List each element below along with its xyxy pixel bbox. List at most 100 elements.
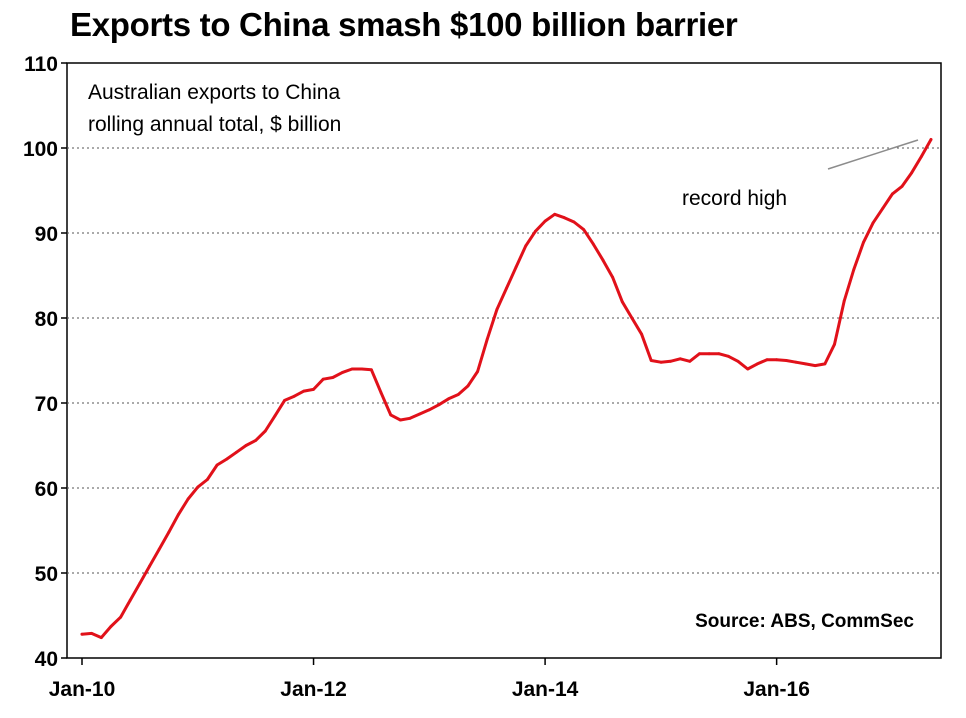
data-point-49 — [553, 212, 557, 216]
y-tick-label-90: 90 — [35, 223, 58, 246]
data-point-22 — [292, 394, 296, 398]
x-tick-label-Jan-16: Jan-16 — [743, 678, 810, 701]
data-point-86 — [910, 171, 914, 175]
data-point-83 — [881, 206, 885, 210]
chart-title: Exports to China smash $100 billion barr… — [70, 6, 738, 43]
plot-area — [66, 62, 942, 659]
data-point-19 — [263, 429, 267, 433]
data-point-62 — [678, 357, 682, 361]
annotation-record-high: record high — [682, 187, 787, 210]
data-point-79 — [842, 299, 846, 303]
data-point-0 — [80, 632, 84, 636]
data-point-21 — [283, 399, 286, 402]
data-point-37 — [437, 403, 441, 407]
y-tick-label-80: 80 — [35, 308, 58, 331]
data-point-3 — [109, 625, 113, 628]
data-point-69 — [746, 367, 750, 371]
data-point-55 — [611, 275, 614, 279]
data-point-18 — [254, 439, 258, 442]
data-point-5 — [128, 598, 132, 602]
y-axis: 40 50 60 70 80 90 100 110 — [23, 53, 67, 671]
data-point-50 — [563, 216, 566, 220]
data-point-59 — [649, 359, 653, 362]
data-point-20 — [273, 414, 277, 418]
data-point-43 — [495, 308, 499, 311]
data-point-15 — [225, 457, 229, 461]
data-point-58 — [640, 332, 643, 336]
data-point-61 — [669, 359, 672, 363]
data-point-41 — [476, 370, 479, 373]
data-point-7 — [148, 564, 151, 568]
data-point-26 — [331, 376, 335, 379]
data-point-29 — [360, 367, 364, 371]
data-point-1 — [90, 632, 93, 635]
x-axis: Jan-10 Jan-12 Jan-14 Jan-16 — [49, 658, 810, 701]
data-point-6 — [138, 581, 142, 585]
y-tick-label-70: 70 — [35, 393, 58, 416]
data-point-17 — [244, 444, 248, 447]
series-line-exports-to-china — [80, 138, 933, 640]
data-point-27 — [341, 371, 344, 374]
data-point-68 — [736, 359, 740, 363]
data-point-45 — [514, 265, 518, 269]
data-point-8 — [157, 547, 161, 551]
data-point-80 — [852, 268, 856, 271]
data-point-39 — [456, 393, 460, 396]
data-point-75 — [804, 362, 807, 366]
data-point-54 — [601, 258, 605, 262]
data-point-88 — [929, 138, 933, 141]
data-point-11 — [186, 497, 190, 501]
data-point-78 — [833, 342, 836, 346]
data-point-24 — [312, 388, 315, 391]
data-point-77 — [823, 362, 827, 366]
data-point-60 — [659, 360, 663, 364]
data-point-57 — [630, 316, 634, 320]
data-point-25 — [321, 377, 325, 381]
data-point-70 — [755, 362, 759, 366]
data-point-44 — [505, 286, 508, 290]
source-note: Source: ABS, CommSec — [695, 611, 914, 632]
data-point-35 — [418, 412, 422, 416]
data-point-67 — [727, 354, 730, 358]
data-point-65 — [707, 352, 711, 356]
data-point-71 — [765, 358, 769, 362]
subtitle-line-2: rolling annual total, $ billion — [88, 113, 341, 136]
data-point-14 — [215, 463, 219, 467]
data-point-53 — [591, 242, 595, 246]
data-point-10 — [177, 513, 180, 516]
data-point-64 — [698, 352, 701, 356]
data-point-66 — [717, 352, 721, 356]
x-tick-label-Jan-14: Jan-14 — [512, 678, 579, 701]
data-point-23 — [302, 389, 306, 393]
data-point-12 — [196, 485, 200, 489]
data-point-13 — [206, 478, 209, 481]
data-point-72 — [775, 358, 778, 362]
data-point-73 — [784, 359, 788, 362]
data-point-48 — [543, 219, 547, 223]
data-point-28 — [350, 367, 354, 371]
subtitle-line-1: Australian exports to China — [88, 81, 340, 104]
data-point-74 — [794, 360, 798, 364]
data-point-30 — [370, 368, 373, 372]
data-point-42 — [485, 337, 489, 341]
data-point-36 — [427, 408, 431, 412]
series-points — [80, 138, 933, 639]
data-point-32 — [389, 413, 393, 417]
data-point-87 — [920, 155, 923, 158]
data-point-38 — [447, 397, 450, 401]
data-point-33 — [399, 418, 402, 422]
data-point-46 — [524, 244, 528, 248]
data-point-40 — [466, 384, 470, 388]
y-tick-label-110: 110 — [24, 53, 58, 76]
data-point-51 — [572, 220, 576, 224]
data-point-85 — [900, 184, 904, 188]
x-tick-label-Jan-12: Jan-12 — [280, 678, 347, 701]
data-point-82 — [871, 221, 875, 225]
y-tick-label-60: 60 — [35, 478, 58, 501]
data-point-31 — [379, 391, 383, 395]
x-tick-label-Jan-10: Jan-10 — [49, 678, 116, 701]
data-point-47 — [534, 229, 537, 233]
data-point-16 — [235, 450, 238, 454]
annotation-leader-line — [827, 139, 919, 170]
